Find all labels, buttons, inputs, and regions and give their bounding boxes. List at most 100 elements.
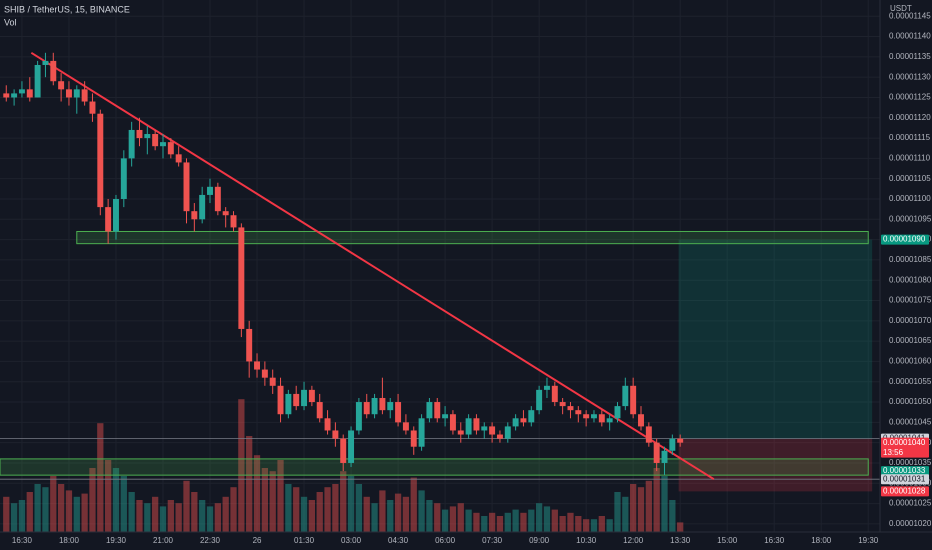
candle-body bbox=[238, 227, 245, 329]
candle-body bbox=[630, 385, 637, 415]
volume-bar bbox=[528, 509, 535, 532]
y-tick-label: 0.00001065 bbox=[889, 336, 932, 345]
candle-body bbox=[583, 414, 590, 419]
candle-body bbox=[230, 215, 237, 228]
volume-bar bbox=[512, 509, 519, 532]
candle-body bbox=[112, 198, 119, 232]
volume-bar bbox=[567, 512, 574, 532]
candle-body bbox=[387, 402, 394, 411]
y-tick-label: 0.00001120 bbox=[889, 113, 931, 122]
volume-bar bbox=[434, 503, 441, 532]
volume-bar bbox=[441, 509, 449, 532]
x-tick-label: 16:30 bbox=[12, 536, 33, 545]
candle-body bbox=[308, 389, 315, 403]
candle-body bbox=[363, 402, 370, 415]
candle-body bbox=[18, 89, 25, 94]
volume-bar bbox=[457, 503, 464, 532]
volume-bar bbox=[253, 455, 261, 532]
x-tick-label: 10:30 bbox=[576, 536, 597, 545]
candle-body bbox=[591, 414, 597, 419]
volume-bar bbox=[26, 492, 33, 532]
volume-bar bbox=[300, 496, 308, 532]
price-tag bbox=[881, 466, 929, 477]
volume-bar bbox=[371, 503, 378, 532]
candle-body bbox=[183, 162, 190, 212]
candle-body bbox=[285, 393, 292, 415]
candle-body bbox=[434, 402, 441, 419]
candle-body bbox=[410, 430, 417, 447]
y-tick-label: 0.00001095 bbox=[889, 214, 932, 223]
candle-body bbox=[269, 377, 276, 386]
volume-bar bbox=[10, 503, 18, 532]
candle-body bbox=[50, 60, 57, 82]
price-axis bbox=[880, 0, 932, 550]
candle-body bbox=[677, 438, 684, 443]
volume-bar bbox=[183, 480, 190, 532]
candle-body bbox=[42, 60, 49, 65]
y-tick-label: 0.00001145 bbox=[889, 11, 931, 20]
candle-body bbox=[34, 64, 41, 98]
candle-body bbox=[481, 426, 488, 431]
candle-body bbox=[669, 438, 676, 451]
x-tick-label: 18:00 bbox=[811, 536, 832, 545]
volume-bar bbox=[402, 496, 410, 532]
y-tick-label: 0.00001105 bbox=[889, 174, 931, 183]
candle-body bbox=[191, 211, 198, 220]
x-tick-label: 01:30 bbox=[294, 536, 315, 545]
candle-body bbox=[575, 410, 582, 415]
y-tick-label: 0.00001140 bbox=[889, 32, 931, 41]
volume-label: Vol bbox=[4, 17, 17, 27]
candle-body bbox=[89, 101, 96, 114]
candle-body bbox=[496, 434, 503, 439]
price-tag-label: 0.00001028 bbox=[883, 486, 926, 495]
candle-body bbox=[426, 402, 433, 419]
volume-bar bbox=[308, 500, 316, 532]
candle-body bbox=[58, 81, 65, 90]
candle-body bbox=[293, 393, 300, 407]
x-tick-label: 22:30 bbox=[200, 536, 221, 545]
price-tag bbox=[881, 234, 929, 245]
volume-bar bbox=[590, 519, 598, 532]
price-tag-label: 0.00001090 bbox=[883, 235, 926, 244]
volume-bar bbox=[269, 471, 276, 532]
x-tick-label: 03:00 bbox=[341, 536, 362, 545]
candle-body bbox=[395, 402, 402, 423]
x-tick-label: 18:00 bbox=[59, 536, 80, 545]
volume-bar bbox=[449, 506, 457, 532]
candle-body bbox=[348, 430, 355, 463]
candle-body bbox=[97, 113, 104, 208]
volume-bar bbox=[175, 503, 182, 532]
volume-bar bbox=[214, 503, 221, 532]
y-tick-label: 0.00001110 bbox=[889, 153, 931, 162]
y-tick-label: 0.00001025 bbox=[889, 499, 932, 508]
y-tick-label: 0.00001100 bbox=[889, 194, 931, 203]
volume-bar bbox=[630, 484, 637, 532]
candle-body bbox=[160, 142, 166, 147]
candle-body bbox=[136, 129, 143, 139]
volume-bar bbox=[340, 471, 347, 532]
candle-body bbox=[614, 406, 621, 419]
volume-bar bbox=[42, 487, 49, 532]
y-tick-label: 0.00001135 bbox=[889, 52, 931, 61]
volume-bar bbox=[112, 468, 120, 532]
candle-body bbox=[536, 389, 543, 411]
volume-bar bbox=[191, 492, 198, 532]
x-tick-label: 19:30 bbox=[106, 536, 127, 545]
x-tick-label: 04:30 bbox=[388, 536, 409, 545]
symbol-title: SHIB / TetherUS, 15, BINANCE bbox=[4, 4, 130, 14]
volume-bar bbox=[277, 460, 284, 532]
candle-body bbox=[11, 93, 18, 98]
y-tick-label: 0.00001055 bbox=[889, 377, 932, 386]
x-tick-label: 16:30 bbox=[764, 536, 785, 545]
volume-bar bbox=[488, 512, 496, 532]
candle-body bbox=[473, 418, 480, 431]
y-tick-label: 0.00001075 bbox=[889, 296, 932, 305]
volume-bar bbox=[606, 519, 613, 532]
candle-body bbox=[442, 414, 449, 419]
y-tick-label: 0.00001020 bbox=[889, 519, 932, 528]
volume-bar bbox=[136, 500, 143, 532]
candle-body bbox=[128, 129, 135, 159]
volume-bar bbox=[504, 512, 511, 532]
price-tag-label: 0.00001031 bbox=[883, 474, 926, 483]
